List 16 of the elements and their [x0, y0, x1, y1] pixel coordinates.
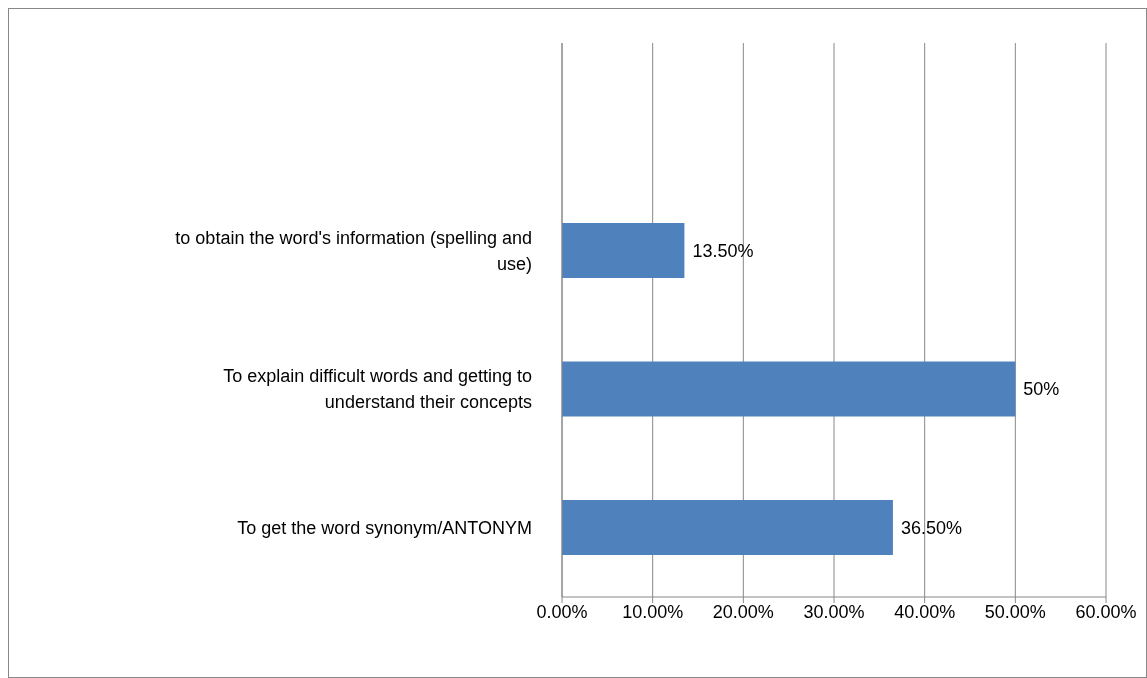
bar	[562, 500, 893, 556]
x-tick-label: 10.00%	[622, 601, 684, 622]
y-tick-label: To get the word synonym/ANTONYM	[237, 517, 532, 538]
data-label: 50%	[1023, 379, 1060, 400]
x-tick-label: 20.00%	[712, 601, 774, 622]
bar	[562, 223, 685, 279]
x-tick-label: 40.00%	[894, 601, 956, 622]
data-label: 13.50%	[692, 240, 754, 261]
y-tick-label: To explain difficult words and getting to understand their concepts	[223, 366, 532, 413]
x-tick-label: 60.00%	[1075, 601, 1137, 622]
x-tick-label: 0.00%	[536, 601, 588, 622]
x-tick-label: 30.00%	[803, 601, 865, 622]
y-tick-label: to obtain the word's information (spelling and use)	[175, 227, 532, 274]
x-tick-label: 50.00%	[984, 601, 1046, 622]
bar	[562, 361, 1016, 417]
data-label: 36.50%	[900, 517, 962, 538]
